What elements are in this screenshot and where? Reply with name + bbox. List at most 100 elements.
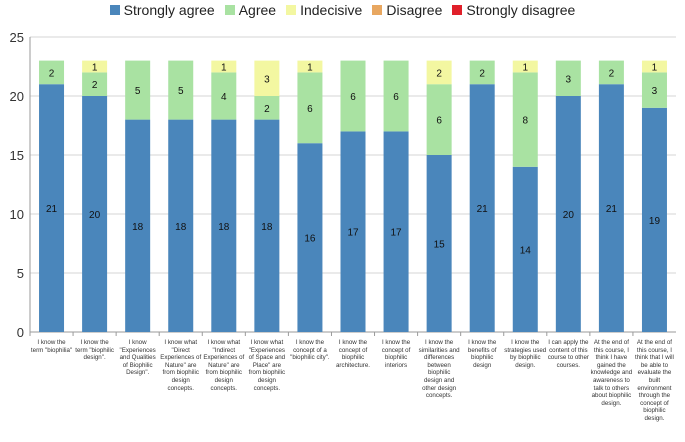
bar-segment [125,60,151,120]
data-label: 1 [522,63,528,74]
legend-entry: Agree [224,2,277,18]
data-label: 18 [132,222,144,233]
data-label: 1 [92,63,98,74]
bar-segment [512,72,538,167]
bar-segment [383,60,409,132]
bar-segment [297,72,323,144]
data-label: 1 [221,63,227,74]
category-label: I know the concept of biophilic interior… [381,339,411,369]
bar-segment [598,84,624,332]
data-label: 2 [264,104,270,115]
data-label: 17 [347,228,359,239]
bar-segment [340,131,366,332]
data-label: 17 [391,228,403,239]
data-label: 18 [218,222,230,233]
data-label: 5 [178,86,184,97]
y-tick-label: 15 [10,148,24,163]
bar-segment [340,60,366,132]
bar-segment [254,60,280,96]
bar-segment [211,60,237,73]
legend-entry: Indecisive [286,2,362,18]
bar-segment [82,72,108,96]
category-label: I know the term "biophilic design". [75,339,114,362]
data-label: 2 [92,80,98,91]
data-label: 1 [307,63,313,74]
data-label: 3 [566,74,572,85]
data-label: 20 [89,210,101,221]
bar-segment [641,60,667,73]
data-label: 19 [649,216,661,227]
data-label: 5 [135,86,141,97]
bar-segment [82,60,108,73]
data-label: 16 [304,234,316,245]
bar-segment [555,96,581,332]
bar-segment [469,84,495,332]
bar-segment [426,60,452,85]
legend-entry: Disagree [372,2,442,18]
data-label: 21 [606,204,618,215]
data-label: 8 [522,116,528,127]
data-label: 20 [563,210,575,221]
data-label: 3 [652,86,658,97]
bar-segment [512,166,538,332]
bar-segment [598,60,624,85]
y-tick-label: 20 [10,89,24,104]
data-label: 21 [477,204,489,215]
legend-label: Strongly agree [123,2,215,18]
data-label: 2 [479,68,485,79]
data-label: 18 [261,222,273,233]
bar-segment [211,72,237,120]
bar-segment [512,60,538,73]
bar-segment [39,60,65,85]
bar-segment [254,119,280,332]
data-label: 6 [350,92,356,103]
category-label: I know what "Direct Experiences of Natur… [160,339,202,392]
category-label: I can apply the content of this course t… [547,339,589,369]
y-tick-label: 25 [10,30,24,45]
category-label: I know the similarities and differences … [418,339,460,400]
category-label: I know the term "biophilia" [30,339,73,354]
category-label: I know the concept of a "biophilic city"… [290,339,330,362]
legend-label: Agree [238,2,277,18]
y-tick-label: 5 [17,266,24,281]
bar-segment [254,96,280,120]
category-label: I know the strategies used by biophilic … [504,339,547,369]
bar-segment [555,60,581,96]
legend-swatch [372,5,383,15]
data-label: 15 [434,240,446,251]
bar-segment [641,72,667,108]
bar-segment [82,96,108,332]
legend-swatch [224,5,235,15]
legend-swatch [452,5,463,15]
bar-segment [297,143,323,332]
bar-segment [168,60,194,120]
legend-swatch [286,5,297,15]
data-label: 3 [264,74,270,85]
data-label: 6 [307,104,313,115]
category-label: At the end of this course, I think that … [635,339,674,422]
bar-segment [426,84,452,155]
bar-segment [383,131,409,332]
bar-segment [641,107,667,332]
bar-segment [211,119,237,332]
bar-segment [168,119,194,332]
y-tick-label: 10 [10,207,24,222]
data-label: 18 [175,222,187,233]
legend-label: Disagree [386,2,443,18]
bar-segment [297,60,323,73]
legend-entry: Strongly disagree [452,2,575,18]
bar-segment [426,155,452,332]
data-label: 1 [652,63,658,74]
data-label: 4 [221,92,227,103]
data-label: 14 [520,245,532,256]
legend-label: Indecisive [300,2,363,18]
data-label: 2 [609,68,615,79]
category-label: I know the concept of biophilic architec… [335,339,371,369]
legend-swatch [109,5,120,15]
category-label: I know "Experiences and Qualities of Bio… [119,339,156,377]
chart-legend: Strongly agree Agree Indecisive Disagree Str… [0,2,685,18]
y-tick-label: 0 [17,325,24,340]
data-label: 21 [46,204,58,215]
category-label: At the end of this course, I think I hav… [590,339,633,407]
